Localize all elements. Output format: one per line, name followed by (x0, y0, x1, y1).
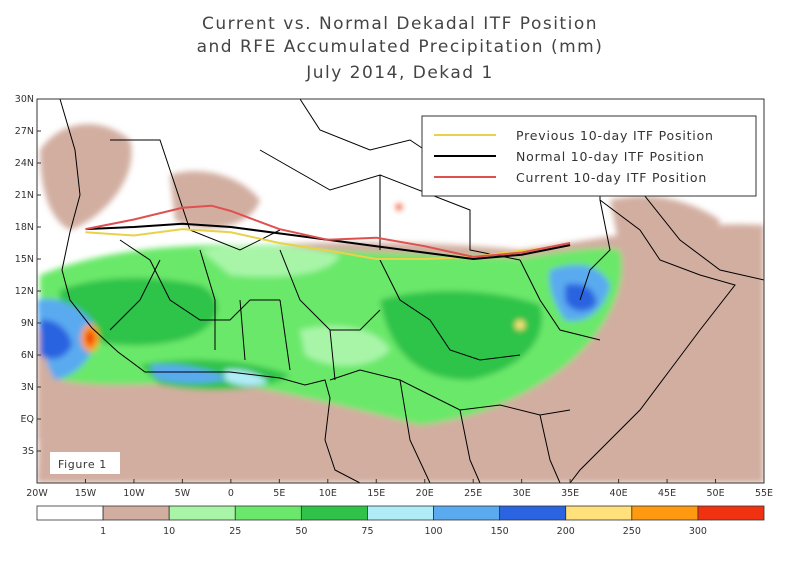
colorbar-swatch (697, 505, 765, 521)
lat-tick-label: 3S (22, 446, 34, 457)
lat-tick-label: 12N (15, 286, 34, 297)
colorbar-swatch (499, 505, 567, 521)
colorbar-tick-label: 150 (491, 526, 509, 537)
lon-tick-label: 20W (26, 488, 48, 499)
lat-tick-label: EQ (21, 414, 34, 425)
lon-tick-label: 25E (464, 488, 482, 499)
colorbar-swatch (565, 505, 633, 521)
colorbar-swatch (433, 505, 501, 521)
lon-tick-label: 40E (610, 488, 628, 499)
lon-tick-label: 15E (367, 488, 385, 499)
colorbar-tick-label: 300 (689, 526, 707, 537)
legend-label-normal: Normal 10-day ITF Position (516, 149, 705, 164)
colorbar-tick-label: 1 (100, 526, 106, 537)
lon-tick-label: 10E (319, 488, 337, 499)
lat-tick-label: 27N (15, 126, 34, 137)
lon-tick-label: 30E (513, 488, 531, 499)
colorbar-tick-label: 100 (424, 526, 442, 537)
lat-tick-label: 6N (21, 350, 34, 361)
lon-tick-label: 35E (561, 488, 579, 499)
lat-tick-label: 3N (21, 382, 34, 393)
latitude-axis: 30N 27N 24N 21N 18N 15N 12N 9N 6N 3N EQ 3S (15, 94, 41, 457)
figure-label: Figure 1 (58, 458, 107, 471)
itf-legend: Previous 10-day ITF Position Normal 10-d… (421, 115, 757, 197)
colorbar-swatch (300, 505, 368, 521)
itf-lines (85, 204, 571, 261)
lon-tick-label: 55E (755, 488, 773, 499)
longitude-axis: 20W 15W 10W 5W 0 5E 10E 15E 20E 25E 30E 35E 40E 45E 50… (26, 479, 773, 499)
lat-tick-label: 24N (15, 158, 34, 169)
colorbar-tick-label: 250 (623, 526, 641, 537)
lon-tick-label: 20E (416, 488, 434, 499)
lon-tick-label: 15W (75, 488, 97, 499)
figure-label-box (50, 452, 120, 474)
lat-tick-label: 9N (21, 318, 34, 329)
colorbar-tick-label: 75 (361, 526, 373, 537)
colorbar-swatch (168, 505, 236, 521)
lat-tick-label: 30N (15, 94, 34, 105)
legend-label-previous: Previous 10-day ITF Position (516, 128, 714, 143)
map-title-line-2: and RFE Accumulated Precipitation (mm) (196, 37, 604, 57)
lon-tick-label: 5E (273, 488, 285, 499)
colorbar-tick-label: 50 (295, 526, 307, 537)
map-title-line-1: Current vs. Normal Dekadal ITF Position (201, 14, 598, 34)
precipitation-colorbar: 1 10 25 50 75 100 150 200 250 300 (36, 505, 765, 537)
colorbar-swatch (102, 505, 170, 521)
lat-tick-label: 15N (15, 254, 34, 265)
lon-tick-label: 45E (658, 488, 676, 499)
colorbar-swatch (234, 505, 302, 521)
colorbar-swatch (36, 505, 104, 521)
colorbar-swatch (367, 505, 434, 521)
lon-tick-label: 5W (175, 488, 191, 499)
itf-line-current (85, 204, 571, 258)
lat-tick-label: 21N (15, 190, 34, 201)
lat-tick-label: 18N (15, 222, 34, 233)
lon-tick-label: 50E (706, 488, 724, 499)
colorbar-tick-label: 10 (163, 526, 175, 537)
colorbar-tick-label: 25 (229, 526, 241, 537)
lon-tick-label: 0 (228, 488, 234, 499)
map-canvas (37, 99, 764, 483)
colorbar-swatch (631, 505, 699, 521)
map-title-line-3: July 2014, Dekad 1 (306, 63, 494, 83)
lon-tick-label: 10W (123, 488, 145, 499)
legend-label-current: Current 10-day ITF Position (516, 170, 707, 185)
colorbar-tick-label: 200 (557, 526, 575, 537)
